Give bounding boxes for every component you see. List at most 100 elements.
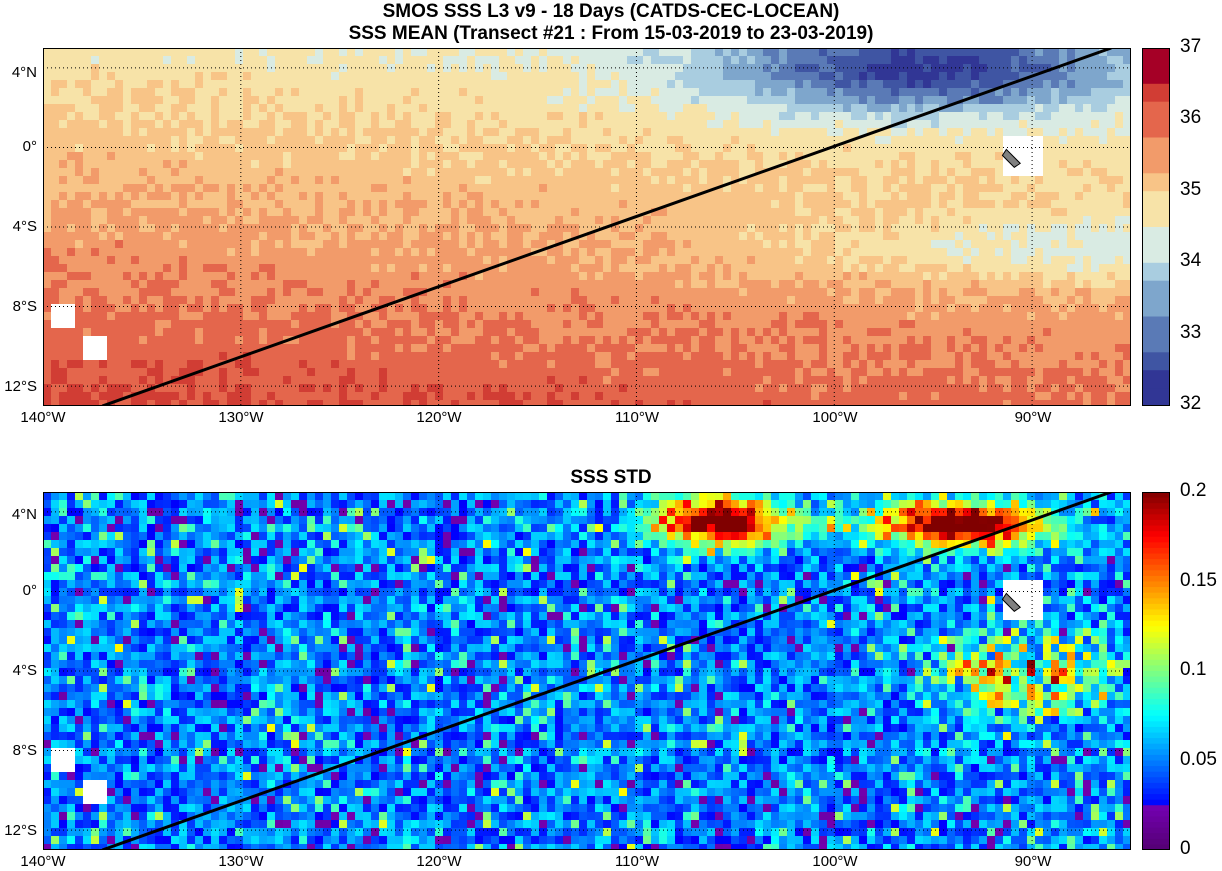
sss-mean-cell <box>915 288 923 296</box>
sss-mean-cell <box>587 216 595 224</box>
sss-mean-cell <box>915 248 923 256</box>
sss-mean-cell <box>739 312 747 320</box>
sss-mean-cell <box>443 312 451 320</box>
sss-mean-cell <box>1019 328 1027 336</box>
sss-mean-cell <box>899 152 907 160</box>
sss-mean-cell <box>795 112 803 120</box>
sss-mean-cell <box>355 56 363 64</box>
sss-mean-cell <box>283 280 291 288</box>
sss-mean-cell <box>563 232 571 240</box>
sss-mean-cell <box>555 112 563 120</box>
sss-mean-cell <box>1083 272 1091 280</box>
sss-mean-cell <box>1019 264 1027 272</box>
sss-mean-cell <box>731 160 739 168</box>
sss-mean-cell <box>1059 328 1067 336</box>
sss-mean-cell <box>163 320 171 328</box>
sss-mean-cell <box>323 88 331 96</box>
sss-mean-cell <box>1027 176 1035 184</box>
sss-mean-cell <box>187 264 195 272</box>
sss-mean-cell <box>59 200 67 208</box>
sss-mean-cell <box>1067 272 1075 280</box>
sss-mean-cell <box>515 152 523 160</box>
sss-mean-cell <box>1123 184 1131 192</box>
sss-mean-cell <box>899 48 907 56</box>
sss-mean-cell <box>563 128 571 136</box>
sss-mean-cell <box>843 320 851 328</box>
sss-mean-cell <box>811 280 819 288</box>
sss-mean-cell <box>1011 328 1019 336</box>
sss-mean-cell <box>835 88 843 96</box>
sss-mean-cell <box>915 240 923 248</box>
sss-mean-cell <box>1107 216 1115 224</box>
sss-mean-cell <box>939 96 947 104</box>
sss-mean-cell <box>83 248 91 256</box>
sss-mean-cell <box>1099 296 1107 304</box>
sss-mean-cell <box>907 288 915 296</box>
sss-mean-cell <box>419 216 427 224</box>
sss-mean-cell <box>331 88 339 96</box>
sss-mean-cell <box>1059 232 1067 240</box>
sss-mean-cell <box>251 96 259 104</box>
sss-mean-cell <box>563 168 571 176</box>
sss-mean-cell <box>43 184 51 192</box>
sss-mean-cell <box>795 56 803 64</box>
sss-mean-cell <box>715 80 723 88</box>
sss-mean-cell <box>731 144 739 152</box>
sss-mean-cell <box>179 112 187 120</box>
sss-mean-cell <box>475 56 483 64</box>
sss-mean-cell <box>1003 264 1011 272</box>
sss-mean-cell <box>91 272 99 280</box>
sss-mean-cell <box>243 200 251 208</box>
sss-mean-cell <box>331 120 339 128</box>
sss-mean-cell <box>355 104 363 112</box>
sss-mean-cell <box>83 272 91 280</box>
sss-mean-cell <box>603 176 611 184</box>
sss-mean-cell <box>1067 160 1075 168</box>
sss-mean-cell <box>547 160 555 168</box>
sss-mean-cell <box>899 96 907 104</box>
sss-mean-cell <box>475 312 483 320</box>
sss-mean-cell <box>923 80 931 88</box>
sss-mean-cell <box>867 280 875 288</box>
sss-mean-cell <box>243 224 251 232</box>
sss-mean-cell <box>331 160 339 168</box>
sss-mean-cell <box>611 256 619 264</box>
sss-mean-cell <box>795 280 803 288</box>
sss-mean-cell <box>995 312 1003 320</box>
sss-mean-cell <box>907 304 915 312</box>
sss-mean-cell <box>915 168 923 176</box>
sss-mean-cell <box>411 168 419 176</box>
sss-mean-cell <box>387 192 395 200</box>
sss-mean-cell <box>451 200 459 208</box>
sss-mean-cell <box>707 280 715 288</box>
sss-mean-cell <box>267 128 275 136</box>
sss-mean-cell <box>747 264 755 272</box>
sss-mean-cell <box>51 272 59 280</box>
sss-mean-cell <box>1067 152 1075 160</box>
sss-mean-cell <box>1083 288 1091 296</box>
sss-mean-cell <box>59 288 67 296</box>
sss-mean-cell <box>819 168 827 176</box>
sss-mean-cell <box>659 136 667 144</box>
sss-mean-cell <box>259 256 267 264</box>
sss-mean-cell <box>419 160 427 168</box>
sss-mean-cell <box>171 224 179 232</box>
sss-mean-cell <box>555 264 563 272</box>
sss-mean-cell <box>51 104 59 112</box>
sss-mean-cell <box>851 328 859 336</box>
sss-mean-cell <box>963 176 971 184</box>
sss-mean-cell <box>347 48 355 56</box>
sss-mean-cell <box>331 112 339 120</box>
sss-mean-cell <box>611 208 619 216</box>
sss-mean-cell <box>59 272 67 280</box>
sss-mean-cell <box>51 152 59 160</box>
sss-mean-cell <box>755 184 763 192</box>
sss-mean-cell <box>427 288 435 296</box>
sss-mean-cell <box>963 248 971 256</box>
sss-mean-cell <box>611 128 619 136</box>
sss-mean-cell <box>235 152 243 160</box>
sss-mean-cell <box>659 120 667 128</box>
sss-mean-cell <box>475 264 483 272</box>
sss-mean-cell <box>227 176 235 184</box>
sss-mean-cell <box>91 56 99 64</box>
